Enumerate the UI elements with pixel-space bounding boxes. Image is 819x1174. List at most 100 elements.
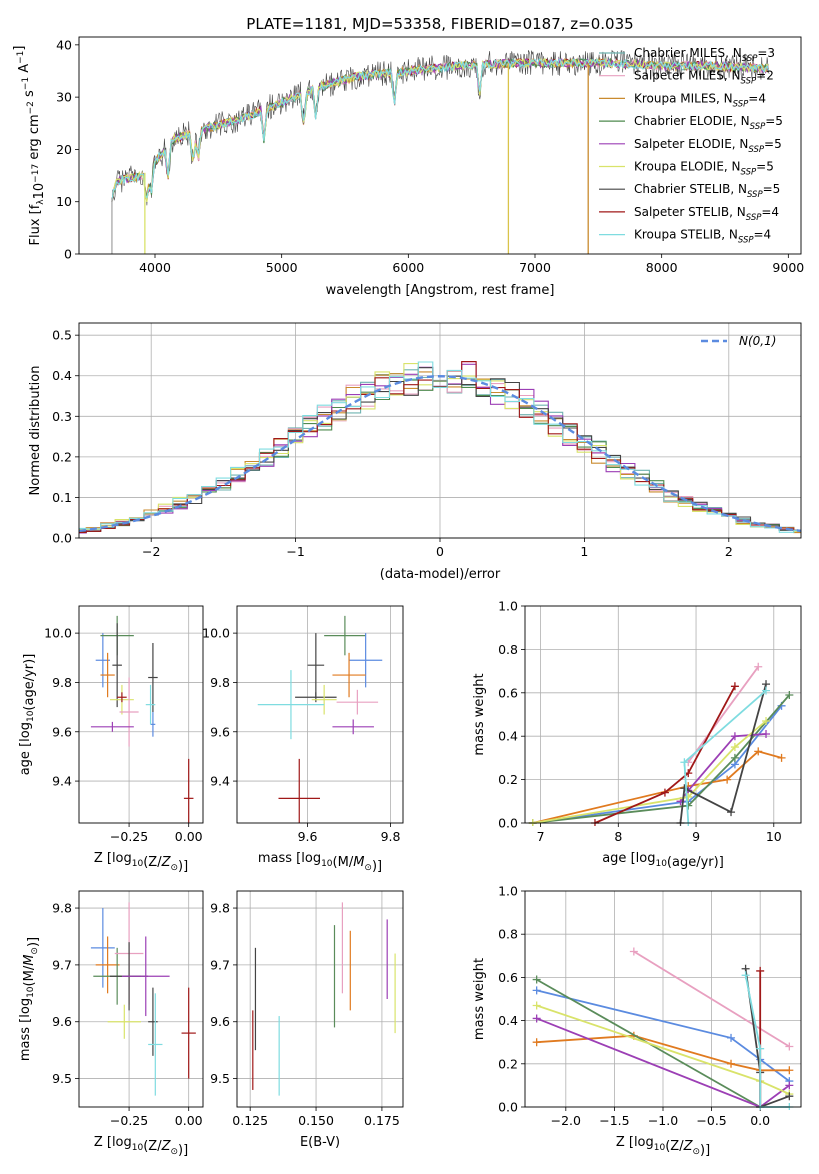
y-tick-label: 0.4 xyxy=(52,368,72,383)
x-tick-label: 5000 xyxy=(266,260,298,275)
weight-point-marker xyxy=(730,753,739,762)
weight-series-line xyxy=(532,720,767,824)
weight-point-marker xyxy=(762,686,771,695)
y-tick-label: 0.6 xyxy=(498,970,518,985)
x-tick-label: 6000 xyxy=(392,260,424,275)
errorbars xyxy=(252,902,396,1096)
weight-point-marker xyxy=(730,732,739,741)
x-tick-label: 9.6 xyxy=(298,829,318,844)
weight-point-marker xyxy=(756,1044,765,1053)
x-tick-label: 9 xyxy=(692,829,700,844)
x-axis-label: Z [log10(Z/Z⊙)] xyxy=(616,1135,710,1158)
legend-label: Chabrier STELIB, NSSP=5 xyxy=(634,182,780,200)
y-tick-label: 9.6 xyxy=(210,724,230,739)
spectrum-line-kroupa-stelib xyxy=(111,57,770,202)
weight-point-marker xyxy=(532,986,541,995)
x-axis-label: mass [log10(M/M⊙)] xyxy=(258,851,382,874)
legend-label: N(0,1) xyxy=(739,334,776,348)
x-tick-label: −2.0 xyxy=(551,1113,581,1128)
axes-frame xyxy=(236,605,404,824)
weight-point-marker xyxy=(730,743,739,752)
y-tick-label: 0.6 xyxy=(498,685,518,700)
y-axis-label: mass weight xyxy=(472,958,487,1040)
axes-frame xyxy=(78,322,802,539)
x-tick-label: −1.5 xyxy=(599,1113,629,1128)
y-tick-label: 0 xyxy=(64,247,72,262)
y-tick-label: 0.2 xyxy=(498,1056,518,1071)
x-tick-label: −2 xyxy=(142,544,160,559)
y-tick-label: 9.8 xyxy=(210,901,230,916)
weight-point-marker xyxy=(777,753,786,762)
weight-point-marker xyxy=(680,758,689,767)
errorbars xyxy=(90,902,196,1096)
histograms xyxy=(79,360,801,534)
ebv-vs-mass-panel: 0.125 0.150 0.175 9.5 9.6 9.7 9.8 E(B-V) xyxy=(210,890,404,1150)
weight-series-line xyxy=(679,683,767,824)
weight-point-marker xyxy=(660,788,669,797)
axes-frame xyxy=(236,890,404,1108)
axes-frame xyxy=(524,605,802,824)
y-tick-label: 9.4 xyxy=(210,774,230,789)
y-axis-label: Normed distribution xyxy=(28,366,43,496)
weight-point-marker xyxy=(762,730,771,739)
histogram-kroupa-stelib xyxy=(79,361,801,533)
x-tick-label: 9.8 xyxy=(381,829,401,844)
z-vs-age-panel: −0.25 0.00 9.4 9.6 9.8 10.0 Z [log10(Z/Z⊙)] age… xyxy=(18,605,204,874)
y-tick-label: 9.6 xyxy=(52,1014,72,1029)
x-tick-label: 0.00 xyxy=(175,1113,203,1128)
mass-vs-age-panel: 9.6 9.8 9.4 9.6 9.8 10.0 mass [log10(M/M⊙)] xyxy=(202,605,404,874)
figure-title: PLATE=1181, MJD=53358, FIBERID=0187, z=0… xyxy=(246,15,633,33)
legend-label: Salpeter STELIB, NSSP=4 xyxy=(634,205,779,223)
x-tick-label: −1 xyxy=(286,544,304,559)
z-vs-weight-panel: −2.0 −1.5 −1.0 −0.5 0.0 0.0 0.2 0.4 0.6 0.8 1.0 Z [… xyxy=(472,884,802,1158)
x-tick-label: 10 xyxy=(766,829,782,844)
x-axis-label: age [log10(age/yr)] xyxy=(602,851,724,870)
x-tick-label: −0.5 xyxy=(696,1113,726,1128)
weight-point-marker xyxy=(684,792,693,801)
weight-point-marker xyxy=(532,1038,541,1047)
y-tick-label: 9.6 xyxy=(52,724,72,739)
axes-frame xyxy=(78,36,802,255)
x-tick-label: 8000 xyxy=(646,260,678,275)
y-tick-label: 9.7 xyxy=(210,957,230,972)
x-tick-label: −0.25 xyxy=(110,1113,148,1128)
weight-series-line xyxy=(744,975,790,1108)
x-axis-label: E(B-V) xyxy=(300,1135,340,1150)
x-tick-label: 0.175 xyxy=(364,1113,400,1128)
x-tick-label: −1.0 xyxy=(648,1113,678,1128)
y-tick-label: 0.0 xyxy=(52,531,72,546)
legend-label: Kroupa ELODIE, NSSP=5 xyxy=(634,160,774,178)
age-vs-weight-panel: 7 8 9 10 0.0 0.2 0.4 0.6 0.8 1.0 age [log10(age/yr… xyxy=(472,599,802,870)
spectrum-line-salpeter-elodie xyxy=(111,57,770,202)
y-axis-label: mass [log10(M/M⊙)] xyxy=(18,937,41,1061)
weight-point-marker xyxy=(727,808,736,817)
y-axis-label: mass weight xyxy=(472,673,487,755)
y-tick-label: 0.2 xyxy=(52,449,72,464)
x-tick-label: 9000 xyxy=(772,260,804,275)
y-tick-label: 0.8 xyxy=(498,642,518,657)
y-tick-label: 0.1 xyxy=(52,490,72,505)
x-tick-label: 7 xyxy=(537,829,545,844)
x-tick-label: −0.25 xyxy=(110,829,148,844)
weight-point-marker xyxy=(785,1066,794,1075)
weight-point-marker xyxy=(754,662,763,671)
weight-point-marker xyxy=(785,1092,794,1101)
errorbars xyxy=(257,615,383,823)
legend-label: Chabrier MILES, NSSP=3 xyxy=(634,46,775,64)
axes-frame xyxy=(78,890,204,1108)
y-axis-label: age [log10(age/yr)] xyxy=(18,654,37,776)
x-axis-label: (data-model)/error xyxy=(380,567,501,582)
legend-label: Salpeter ELODIE, NSSP=5 xyxy=(634,137,782,155)
y-tick-label: 9.8 xyxy=(52,901,72,916)
weight-point-marker xyxy=(727,1033,736,1042)
normal-reference-curve xyxy=(79,374,801,533)
x-tick-label: 0.150 xyxy=(298,1113,334,1128)
weight-point-marker xyxy=(532,975,541,984)
weight-point-marker xyxy=(754,747,763,756)
y-tick-label: 1.0 xyxy=(498,599,518,614)
y-tick-label: 9.8 xyxy=(210,675,230,690)
y-tick-label: 0.8 xyxy=(498,927,518,942)
y-tick-label: 10.0 xyxy=(44,626,72,641)
y-tick-label: 9.5 xyxy=(210,1071,230,1086)
